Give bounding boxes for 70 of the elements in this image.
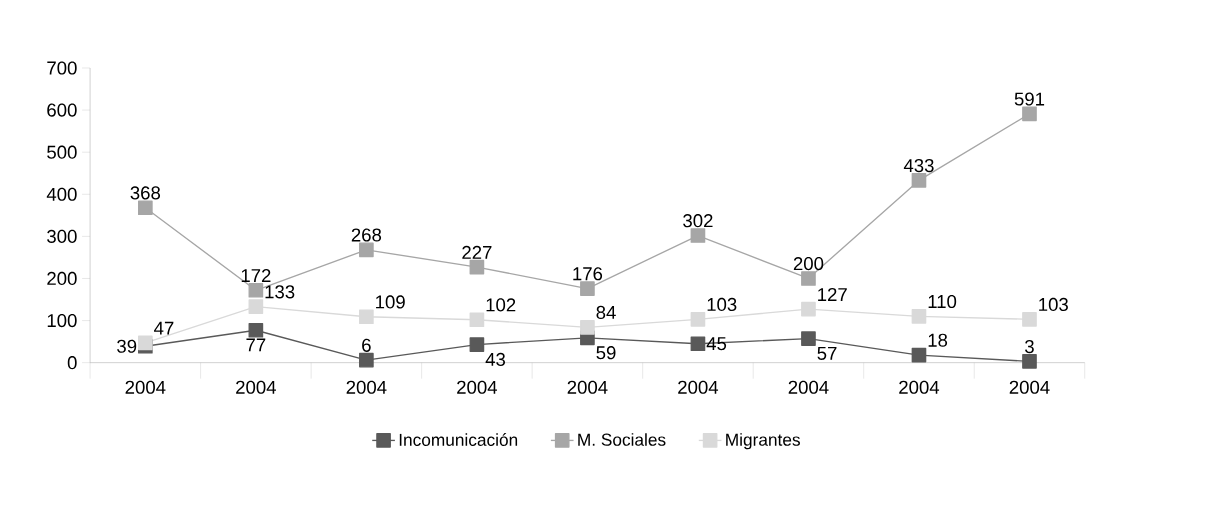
data-label: 133	[265, 285, 295, 299]
data-label: 433	[903, 158, 934, 172]
point	[690, 336, 706, 351]
point	[580, 319, 595, 335]
data-label: 47	[154, 321, 174, 335]
point	[801, 301, 816, 317]
point	[469, 337, 485, 352]
point	[911, 172, 927, 188]
x-tick-label: 2004	[125, 380, 166, 394]
data-label: 84	[596, 305, 616, 319]
point	[359, 309, 374, 324]
x-tick-label: 2004	[457, 380, 498, 394]
data-label: 227	[462, 245, 492, 259]
data-label: 591	[1014, 92, 1045, 106]
point	[911, 347, 927, 363]
y-tick-label: 300	[47, 229, 77, 243]
data-label: 39	[117, 339, 137, 353]
data-label: 3	[1025, 339, 1034, 353]
data-label: 109	[376, 295, 405, 309]
data-label: 103	[707, 297, 737, 311]
legend-label: Migrantes	[726, 433, 800, 450]
x-tick-label: 2004	[899, 380, 940, 394]
x-tick-label: 2004	[1009, 380, 1050, 394]
y-tick-label: 200	[47, 271, 77, 285]
point	[359, 352, 374, 368]
data-label: 172	[241, 268, 271, 282]
data-label: 103	[1039, 297, 1068, 311]
data-label: 57	[817, 346, 837, 360]
point	[690, 311, 706, 327]
point	[690, 228, 706, 243]
data-label: 6	[362, 338, 371, 352]
data-label: 18	[928, 333, 948, 347]
data-label: 127	[818, 287, 847, 301]
data-label: 176	[573, 266, 603, 281]
point	[248, 282, 264, 298]
y-tick-label: 0	[67, 355, 77, 370]
x-tick-label: 2004	[236, 380, 276, 394]
x-tick-label: 2004	[788, 380, 829, 394]
data-label: 43	[485, 352, 506, 366]
point	[580, 281, 595, 296]
point	[801, 270, 816, 286]
data-label: 110	[928, 294, 957, 308]
y-tick-label: 400	[46, 187, 77, 201]
data-label: 302	[683, 213, 713, 228]
x-tick-label: 2004	[567, 380, 608, 394]
y-tick-label: 100	[47, 313, 77, 327]
y-tick-label: 600	[47, 103, 77, 117]
point	[248, 299, 264, 314]
point	[911, 308, 927, 324]
x-tick-label: 2004	[678, 380, 719, 394]
point	[359, 242, 374, 258]
data-label: 200	[793, 256, 824, 271]
point	[1022, 353, 1037, 369]
y-tick-label: 500	[47, 145, 77, 159]
point	[469, 259, 485, 275]
point	[469, 312, 485, 327]
data-label: 77	[246, 338, 266, 352]
data-label: 268	[351, 228, 382, 242]
point	[1022, 311, 1037, 327]
point	[801, 331, 816, 346]
legend-label: M. Sociales	[578, 433, 666, 446]
point	[248, 322, 264, 338]
x-tick-label: 2004	[346, 380, 387, 394]
y-tick-label: 700	[47, 61, 77, 75]
data-label: 102	[486, 298, 516, 312]
point	[138, 200, 153, 215]
data-label: 368	[130, 186, 161, 200]
point	[1022, 106, 1037, 122]
data-label: 59	[596, 345, 616, 360]
legend-label: Incomunicación	[399, 432, 518, 446]
